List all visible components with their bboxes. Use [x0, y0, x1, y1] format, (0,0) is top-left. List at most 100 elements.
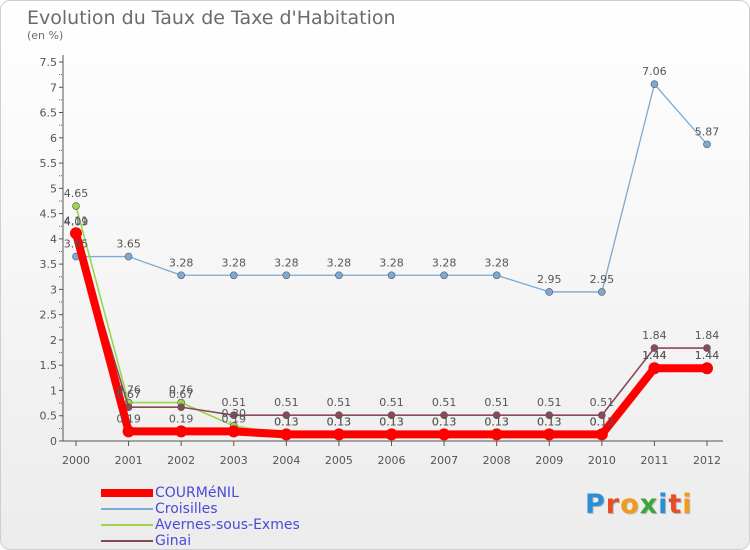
data-label: 3.28 [379, 256, 404, 269]
y-tick-label: 4 [50, 233, 57, 246]
legend-label: Avernes-sous-Exmes [155, 517, 300, 533]
x-tick-label: 2003 [220, 454, 248, 467]
legend-swatch [101, 489, 153, 497]
x-tick-label: 2007 [430, 454, 458, 467]
legend-item: COURMéNIL [101, 485, 300, 501]
data-label: 7.06 [642, 65, 667, 78]
data-label: 1.44 [695, 349, 720, 362]
data-label: 0.13 [274, 415, 299, 428]
data-label: 0.13 [327, 415, 352, 428]
data-label: 0.51 [590, 396, 615, 409]
data-label: 0.13 [432, 415, 457, 428]
data-point [701, 362, 713, 375]
data-label: 1.44 [642, 349, 667, 362]
x-tick-label: 2002 [167, 454, 195, 467]
data-label: 0.13 [537, 415, 562, 428]
legend-label: COURMéNIL [155, 485, 239, 501]
data-label: 4.65 [64, 187, 89, 200]
data-point [385, 428, 398, 441]
data-point [595, 428, 608, 441]
data-label: 0.13 [590, 415, 615, 428]
data-label: 0.13 [484, 415, 509, 428]
data-point [492, 411, 501, 420]
data-point [72, 202, 80, 210]
data-label: 3.28 [222, 256, 247, 269]
data-point [703, 344, 711, 352]
data-point [229, 271, 238, 280]
data-label: 1.44 [642, 349, 667, 362]
data-label: 0.76 [169, 384, 194, 397]
y-tick-label: 7.5 [40, 56, 58, 69]
y-tick-label: 5 [50, 182, 57, 195]
data-label: 0.19 [116, 412, 141, 425]
data-point [387, 271, 396, 280]
data-point [440, 411, 448, 420]
data-label: 0.51 [432, 396, 457, 409]
legend-label: Ginai [155, 533, 192, 549]
data-label: 4.09 [64, 215, 89, 228]
data-point [122, 425, 135, 438]
data-label: 0.13 [274, 415, 299, 428]
data-label: 2.95 [537, 273, 562, 286]
data-label: 3.28 [484, 256, 509, 269]
y-tick-label: 1 [50, 384, 57, 397]
data-label: 0.19 [169, 412, 194, 425]
y-tick-label: 1.5 [40, 359, 58, 372]
y-tick-label: 6.5 [40, 107, 58, 120]
legend-item: Ginai [101, 533, 300, 549]
data-label: 1.84 [642, 329, 667, 342]
data-point [650, 80, 659, 89]
data-label: 5.87 [695, 125, 720, 138]
data-point [175, 425, 188, 438]
chart-subtitle: (en %) [27, 29, 64, 42]
data-point [545, 411, 554, 420]
data-label: 3.65 [116, 238, 141, 251]
data-label: 3.65 [64, 238, 89, 251]
data-point [490, 428, 503, 441]
y-tick-label: 4.5 [40, 208, 58, 221]
legend-swatch [101, 508, 153, 510]
data-label: 3.28 [327, 256, 352, 269]
data-label: 0.13 [379, 415, 404, 428]
data-label: 0.13 [590, 415, 615, 428]
data-label: 4.11 [64, 214, 89, 227]
legend-item: Avernes-sous-Exmes [101, 517, 300, 533]
data-point [598, 411, 606, 420]
data-point [598, 288, 606, 296]
data-label: 0.67 [169, 388, 194, 401]
x-tick-label: 2012 [693, 454, 721, 467]
y-tick-label: 5.5 [40, 157, 58, 170]
data-label: 0.76 [116, 384, 141, 397]
data-label: 1.84 [695, 329, 720, 342]
data-point [280, 428, 293, 441]
x-tick-label: 2005 [325, 454, 353, 467]
data-point [703, 140, 711, 149]
data-label: 3.28 [169, 256, 194, 269]
data-point [440, 271, 448, 280]
data-point [177, 403, 185, 411]
x-tick-label: 2004 [272, 454, 300, 467]
legend-label: Croisilles [155, 501, 218, 517]
data-point [492, 271, 501, 280]
data-label: 3.28 [432, 256, 457, 269]
data-label: 0.67 [116, 388, 141, 401]
x-tick-label: 2008 [483, 454, 511, 467]
chart-title: Evolution du Taux de Taxe d'Habitation [27, 7, 396, 29]
data-label: 0.51 [379, 396, 404, 409]
x-tick-label: 2001 [115, 454, 143, 467]
data-label: 0.13 [484, 415, 509, 428]
legend-swatch [101, 524, 153, 526]
data-label: 0.13 [537, 415, 562, 428]
data-label: 0.51 [274, 396, 299, 409]
data-label: 0.19 [222, 412, 247, 425]
data-point [648, 362, 661, 375]
data-point [335, 271, 343, 280]
y-tick-label: 2 [50, 334, 57, 347]
data-point [438, 428, 451, 441]
y-tick-label: 2.5 [40, 309, 58, 322]
data-point [177, 271, 185, 280]
data-label: 0.13 [432, 415, 457, 428]
data-label: 0.30 [222, 407, 247, 420]
data-label: 0.51 [222, 396, 247, 409]
data-label: 0.51 [537, 396, 562, 409]
